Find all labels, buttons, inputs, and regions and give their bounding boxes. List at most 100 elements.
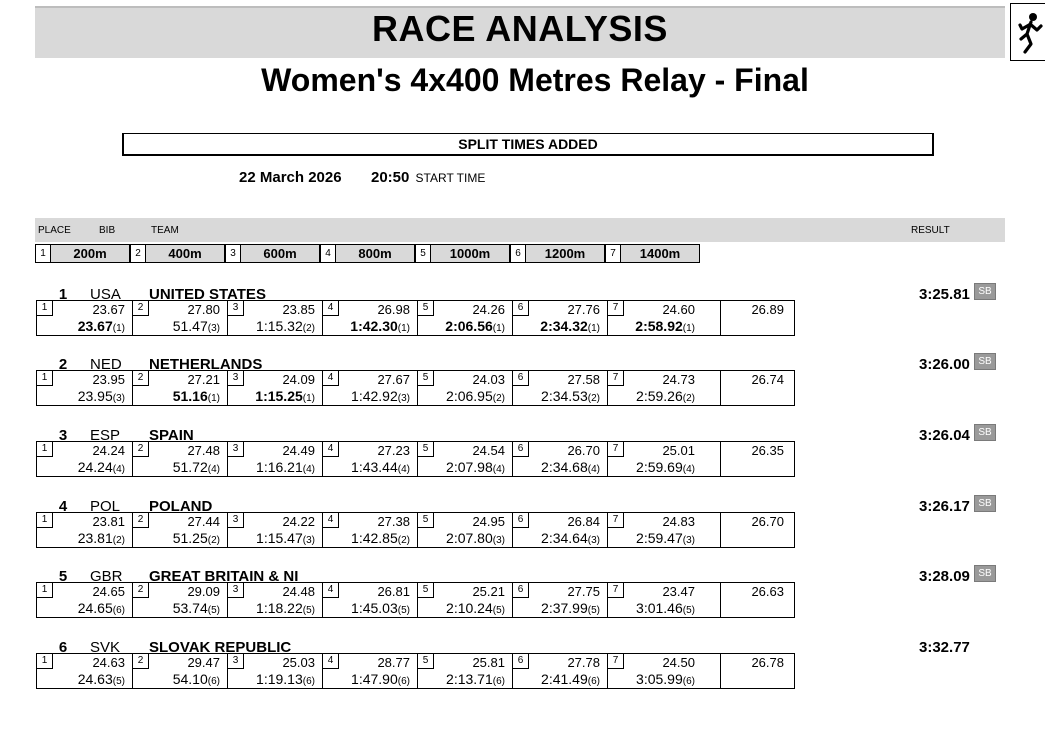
cumulative-time-value: 24.24 [77,459,113,475]
leg-number: 2 [133,442,149,457]
split-cell: 1 24.63 24.63(5) [37,654,132,688]
leg-number: 7 [608,654,624,669]
split-cell: 7 25.01 2:59.69(4) [607,442,702,476]
cumulative-time: 24.24(4) [78,459,125,475]
leg-split-time: 26.81 [377,584,410,599]
leg-number: 5 [418,654,434,669]
leg-split-time: 24.73 [662,372,695,387]
cumulative-time: 1:42.30(1) [350,318,410,334]
cumulative-rank: (3) [207,323,220,334]
split-cell: 7 23.47 3:01.46(5) [607,583,702,617]
cumulative-time-value: 24.65 [77,600,113,616]
cumulative-time-value: 1:15.47 [256,530,303,546]
split-cell: 2 29.47 54.10(6) [132,654,227,688]
final-leg-split: 26.35 [751,443,784,458]
leg-number: 3 [228,301,244,316]
leg-header-number: 2 [130,244,146,263]
cumulative-time-value: 2:13.71 [446,671,493,687]
leg-number: 2 [133,583,149,598]
cumulative-rank: (3) [302,535,315,546]
page-title: RACE ANALYSIS [372,8,668,49]
leg-number: 1 [37,583,53,598]
cumulative-time: 51.47(3) [173,318,220,334]
team-row: 4 POL POLAND 3:26.17 SB 1 23.81 23.81(2) 2 27.44 5… [0,495,1045,568]
leg-number: 5 [418,442,434,457]
cumulative-rank: (2) [587,393,600,404]
cumulative-rank: (5) [587,605,600,616]
cumulative-time: 23.95(3) [78,388,125,404]
cumulative-time-value: 1:42.85 [351,530,398,546]
leg-split-time: 24.54 [472,443,505,458]
split-cell: 6 27.58 2:34.53(2) [512,371,607,405]
leg-number: 1 [37,301,53,316]
cumulative-time-value: 23.95 [77,388,113,404]
leg-header-label: 600m [241,244,320,263]
leg-split-time: 27.78 [567,655,600,670]
final-leg-split: 26.78 [751,655,784,670]
cumulative-rank: (4) [302,464,315,475]
leg-split-time: 24.22 [282,514,315,529]
cumulative-time-value: 23.67 [77,318,113,334]
leg-header-number: 6 [510,244,526,263]
cumulative-time: 23.67(1) [78,318,125,334]
leg-number: 1 [37,371,53,386]
leg-split-time: 24.50 [662,655,695,670]
split-cell: 1 23.67 23.67(1) [37,301,132,335]
cumulative-time: 1:19.13(6) [256,671,315,687]
team-place: 2 [58,356,68,373]
team-bib: POL [90,498,121,515]
cumulative-rank: (3) [492,535,505,546]
team-bib: SVK [90,639,121,656]
split-table: 1 23.95 23.95(3) 2 27.21 51.16(1) 3 24.09 1:15.2… [36,370,795,406]
leg-split-time: 27.48 [187,443,220,458]
cumulative-time-value: 23.81 [77,530,113,546]
leg-number: 6 [513,513,529,528]
split-cell: 7 24.83 2:59.47(3) [607,513,702,547]
split-cell: 6 26.84 2:34.64(3) [512,513,607,547]
cumulative-time-value: 53.74 [172,600,208,616]
split-times-notice: SPLIT TIMES ADDED [122,133,934,156]
leg-split-time: 24.95 [472,514,505,529]
team-result: 3:26.00 [919,356,970,373]
start-time-label: START TIME [415,171,486,185]
split-cell: 1 23.81 23.81(2) [37,513,132,547]
cumulative-time: 3:01.46(5) [636,600,695,616]
cumulative-time: 2:58.92(1) [635,318,695,334]
cumulative-rank: (4) [587,464,600,475]
leg-number: 3 [228,371,244,386]
team-place: 6 [58,639,68,656]
leg-header-label: 400m [146,244,225,263]
cumulative-time-value: 51.47 [172,318,208,334]
leg-split-time: 23.95 [92,372,125,387]
split-cell: 1 23.95 23.95(3) [37,371,132,405]
leg-header-number: 4 [320,244,336,263]
cumulative-rank: (2) [397,535,410,546]
cumulative-time: 54.10(6) [173,671,220,687]
team-name: SLOVAK REPUBLIC [149,639,292,656]
header-result: RESULT [911,225,950,236]
split-cell: 4 27.67 1:42.92(3) [322,371,417,405]
header-bib: BIB [99,225,116,236]
split-cell: 7 24.60 2:58.92(1) [607,301,702,335]
cumulative-time-value: 2:58.92 [635,318,683,334]
cumulative-rank: (2) [492,393,505,404]
start-time: 20:50 START TIME [371,169,485,186]
final-leg-split: 26.70 [751,514,784,529]
cumulative-time: 23.81(2) [78,530,125,546]
split-cell: 3 24.09 1:15.25(1) [227,371,322,405]
cumulative-time: 1:42.92(3) [351,388,410,404]
cumulative-rank: (1) [112,323,125,334]
cumulative-time: 1:45.03(5) [351,600,410,616]
split-cell: 1 24.65 24.65(6) [37,583,132,617]
table-header-band [35,218,1005,242]
cumulative-time: 1:47.90(6) [351,671,410,687]
leg-number: 3 [228,513,244,528]
cumulative-time-value: 3:05.99 [636,671,683,687]
cumulative-time: 51.25(2) [173,530,220,546]
split-cell: 6 27.78 2:41.49(6) [512,654,607,688]
team-place: 5 [58,568,68,585]
cumulative-rank: (4) [682,464,695,475]
split-cell: 2 27.21 51.16(1) [132,371,227,405]
team-place: 4 [58,498,68,515]
leg-split-time: 28.77 [377,655,410,670]
